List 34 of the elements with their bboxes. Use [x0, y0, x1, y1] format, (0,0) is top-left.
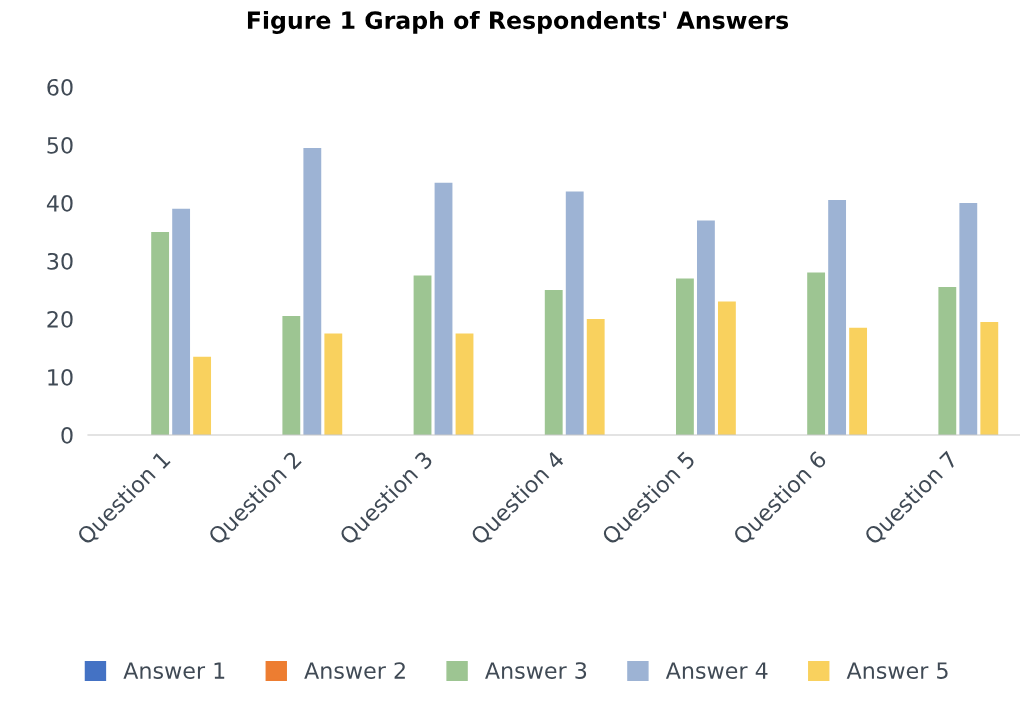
bar: [828, 200, 847, 435]
bar: [565, 191, 584, 435]
bar: [696, 220, 715, 435]
legend-label: Answer 3: [485, 662, 587, 679]
chart-title: Figure 1 Graph of Respondents' Answers: [247, 10, 789, 34]
y-tick-label: 20: [47, 310, 73, 328]
y-tick-label: 30: [47, 252, 73, 270]
bar: [413, 275, 432, 435]
bar: [959, 203, 978, 435]
bar: [282, 316, 301, 435]
bar: [980, 321, 999, 435]
bar: [807, 272, 826, 435]
legend-label: Answer 4: [665, 662, 768, 679]
bar: [434, 182, 453, 435]
bar: [938, 287, 957, 435]
bar: [172, 208, 191, 435]
y-tick-label: 40: [46, 194, 73, 212]
bar: [849, 327, 868, 435]
y-tick-label: 50: [47, 136, 73, 154]
bar: [717, 301, 736, 435]
legend-label: Answer 1: [123, 662, 225, 679]
y-tick-label: 10: [48, 368, 73, 386]
bar: [544, 290, 563, 435]
bar: [324, 333, 343, 435]
bar: [193, 356, 212, 435]
bar: [151, 232, 170, 435]
y-tick-label: 0: [61, 426, 73, 444]
bar: [586, 319, 605, 435]
legend-label: Answer 5: [846, 662, 948, 679]
legend-label: Answer 2: [304, 662, 405, 679]
y-tick-label: 60: [47, 78, 73, 96]
bar: [455, 333, 474, 435]
bar: [676, 278, 694, 435]
bar: [303, 147, 322, 435]
